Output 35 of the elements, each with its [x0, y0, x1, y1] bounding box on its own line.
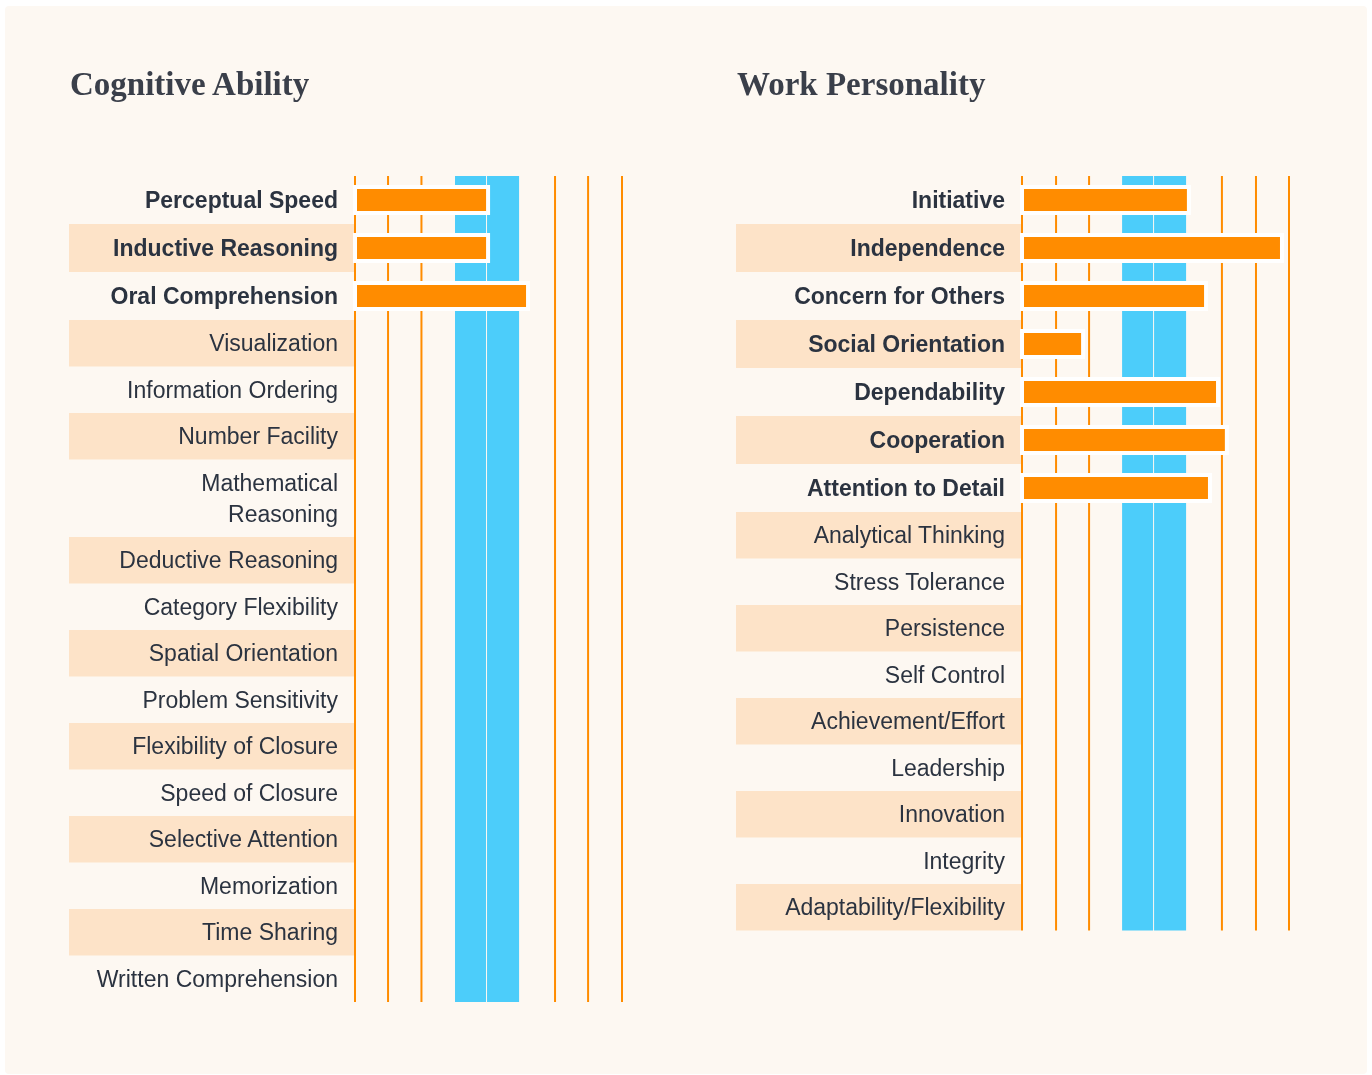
y-tick-label: Leadership: [891, 754, 1005, 781]
y-tick-label: Adaptability/Flexibility: [785, 894, 1006, 921]
y-tick-label: Integrity: [923, 847, 1006, 874]
y-tick-label: Number Facility: [178, 423, 339, 450]
y-tick-label: Deductive Reasoning: [119, 547, 338, 574]
y-tick-label: Achievement/Effort: [811, 708, 1006, 735]
y-tick-label: Oral Comprehension: [110, 283, 338, 309]
y-tick-label: Memorization: [199, 872, 338, 899]
y-tick-label: Stress Tolerance: [834, 568, 1005, 595]
y-tick-label: Problem Sensitivity: [142, 686, 339, 713]
y-tick-label: Category Flexibility: [143, 593, 339, 620]
y-tick-label: Dependability: [854, 379, 1006, 405]
y-tick-label: Spatial Orientation: [148, 640, 338, 667]
y-tick-label: Cooperation: [869, 427, 1005, 453]
y-tick-label: Selective Attention: [148, 826, 338, 853]
y-tick-label: Initiative: [911, 187, 1005, 213]
y-tick-label: Persistence: [884, 615, 1005, 642]
y-tick-label: Flexibility of Closure: [132, 733, 338, 760]
y-tick-label: Time Sharing: [202, 919, 338, 946]
y-tick-label: Innovation: [898, 801, 1005, 828]
y-tick-label: Social Orientation: [808, 331, 1005, 357]
y-tick-label: Perceptual Speed: [144, 187, 338, 213]
y-tick-label: Attention to Detail: [806, 475, 1005, 501]
chart-title: Cognitive Ability: [70, 66, 310, 102]
chart-title: Work Personality: [737, 66, 986, 102]
y-tick-label: Analytical Thinking: [813, 522, 1005, 549]
y-tick-label: Concern for Others: [794, 283, 1005, 309]
y-tick-label: Visualization: [209, 330, 338, 357]
y-tick-label: Information Ordering: [127, 376, 338, 403]
y-tick-label: Mathematical Reasoning: [201, 469, 338, 527]
y-tick-label: Independence: [850, 235, 1005, 261]
y-tick-label: Self Control: [884, 661, 1005, 688]
y-tick-label: Speed of Closure: [160, 779, 338, 806]
y-tick-label: Inductive Reasoning: [113, 235, 338, 261]
y-tick-label: Written Comprehension: [96, 965, 338, 992]
